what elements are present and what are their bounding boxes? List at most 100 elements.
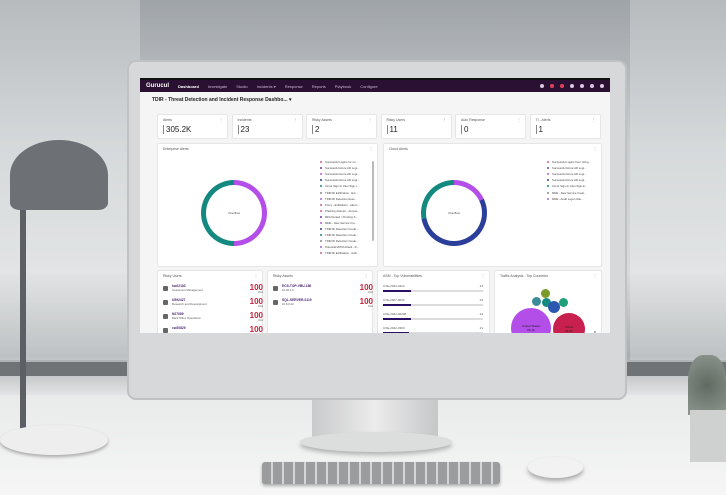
kpi-card[interactable]: Incidents ⋮ 23 [231, 114, 303, 139]
legend-item[interactable]: Azure Sign-In User Sign-in... [547, 183, 591, 189]
more-icon[interactable]: ⋮ [481, 273, 485, 278]
legend-item[interactable]: Successful Azure AD Logi... [320, 165, 360, 171]
risk-score: 100 [249, 325, 263, 333]
kpi-card[interactable]: Auto Response ⋮ 0 [455, 114, 526, 139]
legend-label: MDE - New Service Cre... [325, 220, 358, 225]
legend-item[interactable]: Potential MITM Attack - R... [320, 244, 360, 250]
bubble[interactable] [559, 298, 568, 307]
progress-fill [383, 290, 411, 292]
cloud-alerts-panel: Cloud Alerts ⋮ Overflow Successful Login… [383, 143, 602, 267]
vulnerability-row[interactable]: CVE-2007-0033 23 [383, 298, 483, 308]
cve-count: 23 [479, 284, 483, 288]
legend-dot-icon [320, 197, 322, 200]
user-id[interactable]: U592427 [172, 298, 186, 302]
scrollbar[interactable] [372, 161, 374, 241]
legend-item[interactable]: TDIR RI Detection Crede... [320, 232, 360, 238]
legend-item[interactable]: TDIR RI Detection Crede... [320, 238, 360, 244]
bubble-china[interactable]: China 25.4K [553, 313, 585, 333]
more-icon[interactable]: ⋮ [442, 117, 447, 122]
bubble[interactable] [541, 289, 550, 298]
legend-item[interactable]: Successful Azure AD Logi... [547, 165, 591, 171]
user-icon[interactable] [600, 84, 604, 88]
more-icon[interactable]: ⋮ [593, 146, 597, 151]
legend-label: TDIR RI Detection Crede... [325, 227, 359, 232]
user-icon [163, 286, 168, 291]
user-dept: Back Office Operations [172, 316, 201, 320]
legend-item[interactable]: Successful Azure AD Logi... [320, 177, 360, 183]
nav-studio[interactable]: Studio [236, 83, 248, 89]
user-id[interactable]: kw22183 [172, 284, 186, 288]
kpi-card[interactable]: Alerts ⋮ 305.2K [157, 114, 228, 139]
nav-investigate[interactable]: Investigate [207, 83, 228, 89]
risky-asset-row[interactable]: SQL-SERVER-0119 10.8.0.22 100 Risk [273, 297, 373, 308]
more-icon[interactable]: ⋮ [368, 117, 372, 122]
legend-item[interactable]: MFA Denied / Pending S... [320, 214, 360, 220]
user-id[interactable]: cw20829 [172, 326, 186, 330]
enterprise-donut[interactable]: Overflow [201, 180, 267, 246]
more-icon[interactable]: ⋮ [293, 117, 298, 122]
bubble[interactable] [548, 301, 560, 313]
legend-item[interactable]: MDE - New Service Cre... [320, 220, 360, 226]
bubble[interactable] [532, 297, 541, 306]
nav-reports[interactable]: Reports [311, 83, 326, 89]
nav-playbook[interactable]: Playbook [334, 83, 352, 89]
bubble-united-states[interactable]: United States 65.1K [511, 308, 551, 333]
kpi-card[interactable]: TI - Alerts ⋮ 1 [529, 114, 601, 139]
more-icon[interactable]: ⋮ [591, 117, 596, 122]
legend-item[interactable]: Successful Azure AD Logi... [547, 177, 591, 183]
cloud-donut[interactable]: Overflow [421, 180, 487, 246]
legend-dot-icon [547, 173, 549, 176]
kpi-card[interactable]: Risky Assets ⋮ 2 [306, 114, 377, 139]
nav-response[interactable]: Response [284, 83, 303, 89]
alert-icon[interactable] [550, 84, 554, 88]
legend-item[interactable]: TDIR RI Detection Exec... [320, 196, 360, 202]
asset-id[interactable]: SQL-SERVER-0119 [282, 298, 312, 302]
more-icon[interactable]: ⋮ [364, 273, 368, 278]
asset-id[interactable]: ECS-TOP-VBU-186 [282, 284, 312, 288]
vulnerability-row[interactable]: CVE-2023-3412 23 [383, 284, 483, 294]
legend-item[interactable]: TDIR RI Exfiltration - Auth... [320, 250, 360, 256]
more-icon[interactable]: ⋮ [369, 146, 373, 151]
legend-item[interactable]: Successful Logins for mi... [320, 159, 360, 165]
dashboard-title: TDIR - Threat Detection and Incident Res… [152, 97, 288, 103]
cloud-legend: Successful Logins from Untrg... Successfu… [547, 159, 591, 202]
help-icon[interactable] [570, 84, 574, 88]
vulnerability-row[interactable]: CVE-2022-32208 23 [383, 312, 483, 322]
risky-user-row[interactable]: U592427 Research and Development 100 Risk [163, 297, 263, 308]
nav-dashboard[interactable]: Dashboard [178, 83, 199, 89]
nav-incidents[interactable]: Incidents ▾ [256, 83, 276, 89]
nav-configure[interactable]: Configure [360, 83, 378, 89]
more-icon[interactable]: ⋮ [593, 273, 597, 278]
risky-user-row[interactable]: kw22183 Investment Management 100 Risk [163, 283, 263, 294]
legend-dot-icon [320, 234, 322, 237]
legend-item[interactable]: Proxy - Exfiltration - Altern... [320, 202, 360, 208]
expand-icon[interactable]: ⤡ [594, 331, 598, 333]
legend-item[interactable]: Successful Azure AD Logi... [320, 171, 360, 177]
risky-user-row[interactable]: cw20829 100 [163, 325, 263, 333]
notification-icon[interactable] [540, 84, 544, 88]
legend-item[interactable]: Azure Sign-In User Sign-i... [320, 183, 360, 189]
more-icon[interactable]: ⋮ [254, 273, 258, 278]
legend-item[interactable]: TDIR RI Detection Crede... [320, 226, 360, 232]
legend-label: Phishing Attempt - Access... [325, 208, 360, 213]
more-icon[interactable]: ⋮ [517, 117, 521, 122]
legend-item[interactable]: MDE - New Service Creat... [547, 189, 591, 195]
user-icon [163, 300, 168, 305]
legend-item[interactable]: TDIR RI Exfiltration - Ext... [320, 189, 360, 195]
legend-item[interactable]: Successful Azure AD Logi... [547, 171, 591, 177]
bubble[interactable] [542, 298, 551, 307]
settings-icon[interactable] [580, 84, 584, 88]
legend-item[interactable]: MDE - Audit Logon Atte... [547, 196, 591, 202]
user-id[interactable]: N27089 [172, 312, 184, 316]
more-icon[interactable]: ⋮ [219, 117, 223, 122]
kpi-card[interactable]: Risky Users ⋮ 11 [380, 114, 452, 139]
vulnerability-row[interactable]: CVE-2022-3390 21 [383, 326, 483, 333]
dashboard-select-icon[interactable]: ▾ [288, 97, 292, 103]
legend-item[interactable]: Successful Logins from Untrg... [547, 159, 591, 165]
legend-dot-icon [547, 179, 549, 182]
apps-icon[interactable] [590, 84, 594, 88]
risky-asset-row[interactable]: ECS-TOP-VBU-186 10.20.1.6 100 Risk [273, 283, 373, 294]
legend-item[interactable]: Phishing Attempt - Access... [320, 208, 360, 214]
cases-icon[interactable] [560, 84, 564, 88]
risky-user-row[interactable]: N27089 Back Office Operations 100 Risk [163, 311, 263, 322]
